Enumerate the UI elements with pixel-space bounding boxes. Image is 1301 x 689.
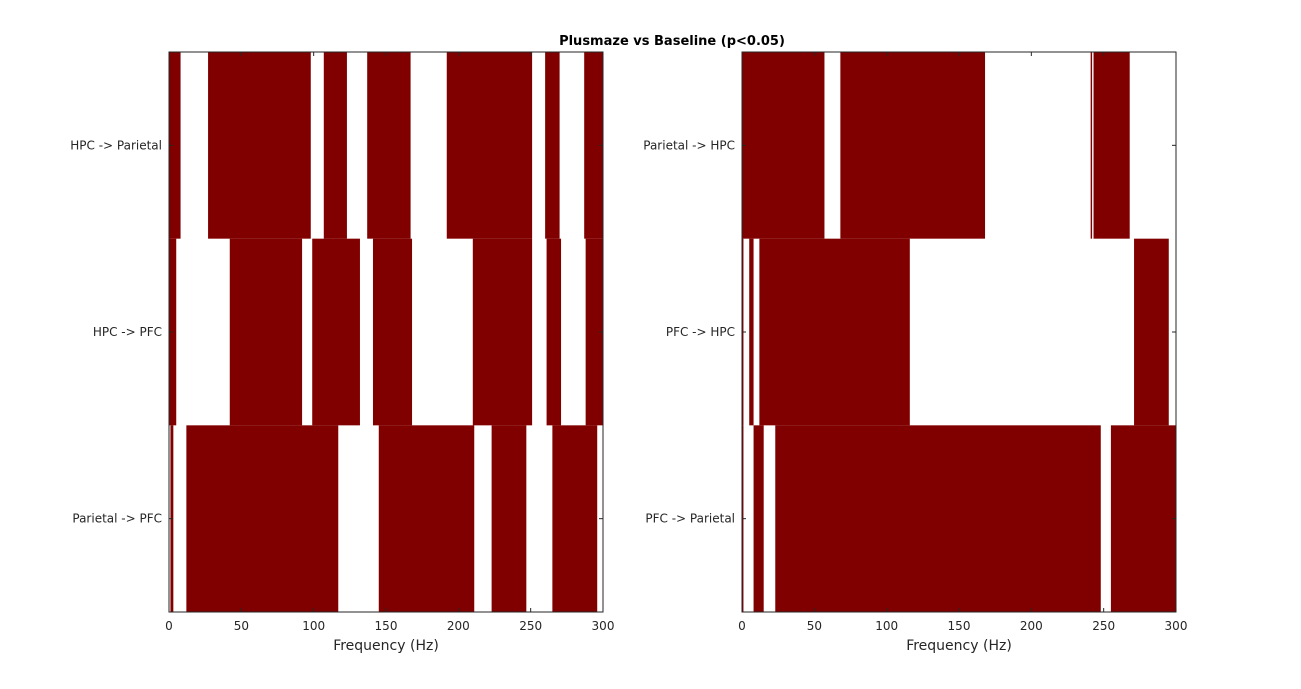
x-tick-label: 300	[1165, 619, 1188, 633]
significant-segment	[753, 425, 764, 612]
significant-segment	[229, 238, 303, 426]
significant-segment	[208, 52, 311, 239]
y-tick-label: Parietal -> HPC	[643, 138, 735, 152]
significant-segment	[759, 238, 910, 426]
x-tick-label: 100	[302, 619, 325, 633]
x-tick-label: 0	[165, 619, 173, 633]
significant-segment	[378, 425, 475, 612]
significant-segment	[1134, 238, 1169, 426]
significant-segment	[1110, 425, 1176, 612]
x-tick-label: 150	[948, 619, 971, 633]
x-tick-label: 300	[592, 619, 615, 633]
significant-segment	[1093, 52, 1130, 239]
y-tick-label: Parietal -> PFC	[72, 512, 162, 526]
y-tick-label: PFC -> Parietal	[645, 512, 735, 526]
significant-segment	[775, 425, 1101, 612]
x-tick-label: 250	[519, 619, 542, 633]
significant-segment	[372, 238, 413, 426]
significant-segment	[546, 238, 562, 426]
significant-segment	[312, 238, 360, 426]
x-axis-label: Frequency (Hz)	[333, 638, 439, 654]
y-tick-label: PFC -> HPC	[666, 325, 735, 339]
x-tick-label: 50	[234, 619, 249, 633]
y-tick-label: HPC -> Parietal	[70, 138, 162, 152]
x-tick-label: 200	[447, 619, 470, 633]
left-panel: HPC -> Parietal HPC -> PFC Parietal -> PFC…	[70, 51, 615, 654]
y-tick-label: HPC -> PFC	[93, 325, 162, 339]
significant-segment	[367, 52, 411, 239]
significant-segment	[584, 52, 603, 239]
x-tick-label: 150	[375, 619, 398, 633]
significant-segment	[840, 52, 986, 239]
x-tick-label: 250	[1092, 619, 1115, 633]
significant-segment	[742, 52, 825, 239]
significant-segment	[323, 52, 347, 239]
significant-segment	[472, 238, 533, 426]
significant-segment	[585, 238, 603, 426]
significant-segment	[1090, 52, 1093, 239]
significant-segment	[186, 425, 339, 612]
right-panel: Parietal -> HPC PFC -> HPC PFC -> Parietal…	[643, 51, 1188, 654]
significant-segment	[749, 238, 754, 426]
significant-segment	[552, 425, 598, 612]
x-tick-label: 200	[1020, 619, 1043, 633]
x-axis-label: Frequency (Hz)	[906, 638, 1012, 654]
significant-segment	[545, 52, 560, 239]
significant-segment	[169, 52, 181, 239]
x-tick-label: 0	[738, 619, 746, 633]
x-tick-label: 100	[875, 619, 898, 633]
significant-segment	[446, 52, 533, 239]
significant-segment	[491, 425, 527, 612]
x-tick-label: 50	[807, 619, 822, 633]
chart-title: Plusmaze vs Baseline (p<0.05)	[559, 34, 785, 49]
